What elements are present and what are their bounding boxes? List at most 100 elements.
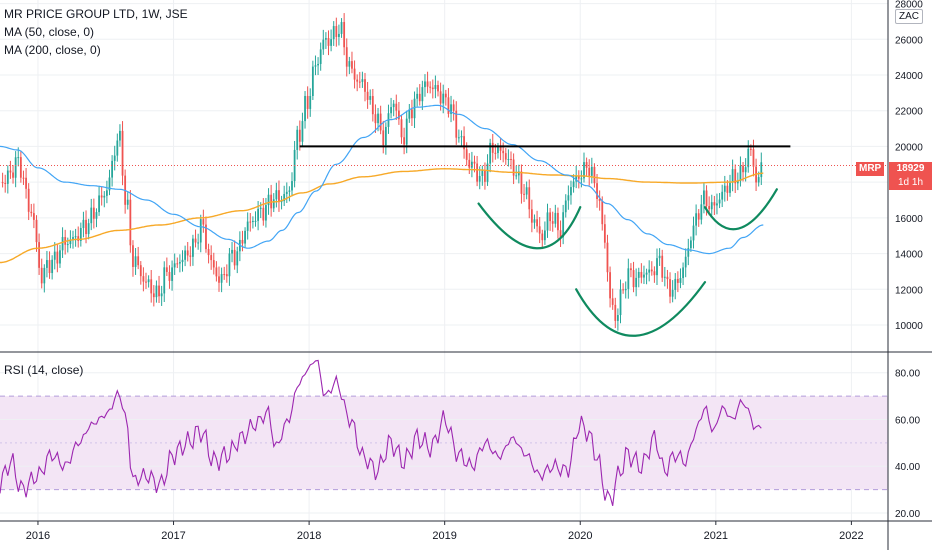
rsi-line [0, 359, 762, 506]
candle-body [676, 278, 679, 283]
candle-body [384, 126, 387, 145]
candle-body [426, 81, 429, 87]
candle-body [460, 136, 463, 138]
candle-body [319, 49, 322, 64]
candle-body [275, 190, 278, 200]
candle-body [304, 95, 306, 122]
candle-body [184, 250, 187, 260]
candle-body [481, 170, 484, 176]
candle-body [650, 269, 653, 272]
candle-body [575, 175, 578, 182]
legend-ma200[interactable]: MA (200, close, 0) [4, 43, 101, 57]
candle-body [666, 276, 669, 280]
candle-body [377, 113, 379, 124]
candle-body [710, 202, 713, 210]
candle-body [14, 157, 17, 178]
candle-body [134, 256, 137, 267]
candle-body [455, 110, 458, 138]
candle-body [158, 285, 160, 297]
candle-body [452, 104, 455, 111]
candle-body [356, 79, 359, 82]
candle-body [176, 263, 179, 265]
candle-body [6, 170, 9, 184]
candle-body [596, 183, 598, 199]
legend-ma50[interactable]: MA (50, close, 0) [4, 25, 95, 39]
candle-body [257, 208, 260, 221]
y-tick-label: 22000 [895, 107, 923, 118]
candle-body [246, 221, 249, 231]
candle-body [168, 271, 171, 281]
candle-body [189, 255, 192, 257]
y-tick-label: 26000 [895, 35, 923, 46]
candle-body [192, 238, 194, 257]
candle-body [429, 86, 432, 88]
candle-body [205, 224, 207, 250]
candle-body [35, 219, 38, 243]
candle-body [330, 39, 333, 46]
candle-body [150, 279, 153, 294]
candle-body [100, 195, 103, 198]
last-price-badge: 18929 [889, 162, 932, 176]
candle-body [564, 200, 567, 213]
candle-body [397, 110, 400, 120]
candle-body [611, 298, 614, 305]
candle-body [126, 199, 129, 205]
candle-body [684, 256, 687, 268]
candle-body [580, 178, 583, 180]
candle-body [374, 114, 377, 124]
candle-body [51, 259, 54, 274]
candle-body [390, 107, 392, 114]
candle-body [220, 274, 223, 283]
candle-body [416, 93, 419, 99]
candle-body [82, 219, 85, 228]
candle-body [178, 262, 181, 264]
candle-body [536, 219, 538, 227]
candle-body [502, 150, 505, 154]
candle-body [48, 260, 51, 274]
candle-body [489, 142, 492, 164]
candle-body [311, 66, 314, 96]
candle-body [111, 160, 114, 178]
candle-body [272, 199, 275, 209]
candle-body [309, 95, 312, 109]
candle-body [447, 97, 450, 114]
candle-body [444, 93, 447, 98]
candle-body [515, 175, 518, 177]
candle-body [408, 109, 411, 119]
rsi-tick-label: 40.00 [895, 462, 920, 473]
candle-body [56, 251, 59, 264]
candle-body [139, 265, 142, 277]
candle-body [653, 271, 656, 276]
x-tick-label: 2020 [568, 530, 592, 542]
candle-body [533, 219, 536, 223]
candle-body [450, 104, 452, 114]
candle-body [708, 206, 711, 210]
candle-body [603, 224, 606, 243]
candle-body [129, 199, 132, 246]
y-tick-label: 14000 [895, 250, 923, 261]
candle-body [132, 245, 134, 267]
candle-body [424, 81, 426, 88]
candle-body [348, 61, 351, 67]
candle-body [421, 87, 424, 102]
candle-body [366, 91, 369, 100]
candle-body [437, 85, 439, 92]
legend-rsi[interactable]: RSI (14, close) [4, 363, 84, 377]
candle-body [598, 198, 601, 202]
candle-body [726, 185, 729, 193]
candle-body [197, 242, 200, 244]
candle-body [301, 121, 304, 142]
candle-body [585, 162, 588, 168]
candle-body [656, 258, 658, 276]
candle-body [40, 267, 43, 284]
candle-body [353, 68, 356, 80]
candle-body [400, 119, 403, 138]
price-scale-currency-button[interactable]: ZAC [895, 9, 923, 24]
candle-body [747, 148, 750, 168]
candle-body [692, 225, 695, 241]
candle-body [507, 158, 510, 160]
candle-body [199, 219, 202, 243]
candle-body [473, 161, 476, 164]
candle-body [298, 129, 301, 142]
